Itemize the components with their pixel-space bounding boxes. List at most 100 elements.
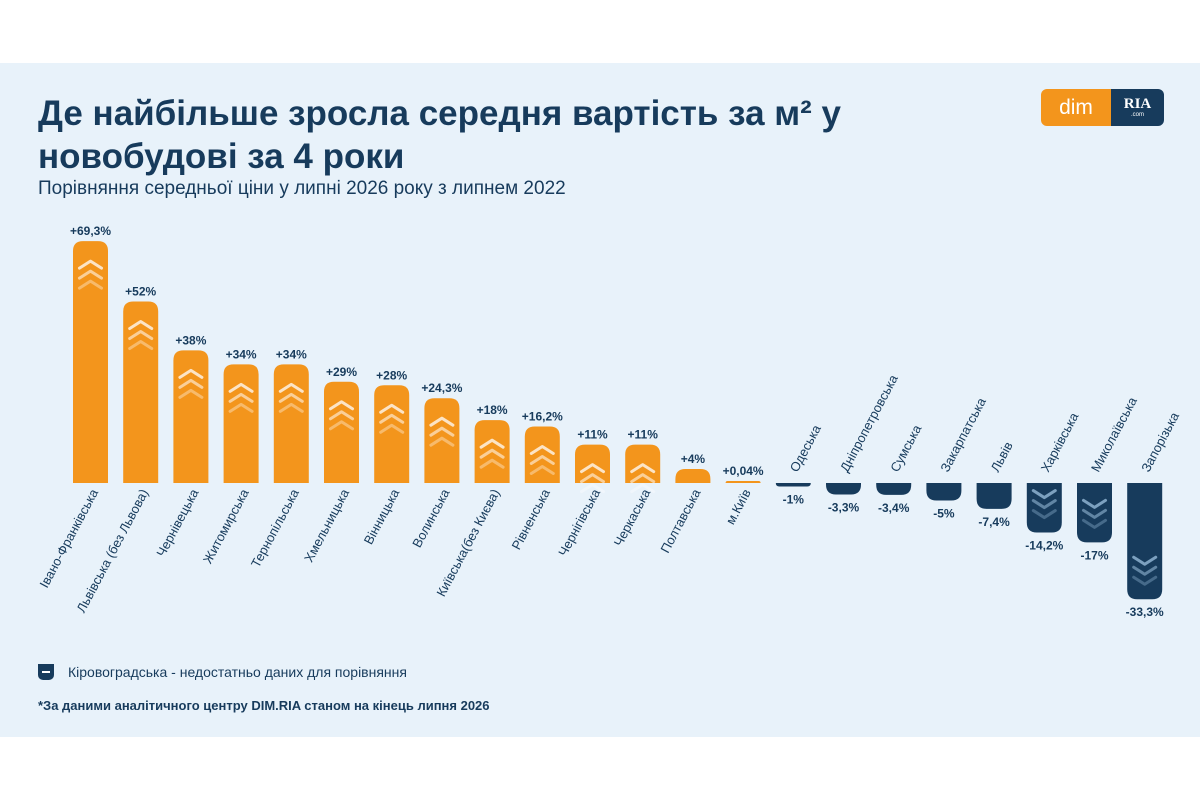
bar-value-label: +29% (326, 365, 357, 379)
bar-value-label: -1% (783, 492, 805, 506)
bar (976, 483, 1012, 509)
bar-value-label: +0,04% (723, 464, 764, 478)
bar-group: +28% Вінницька (361, 368, 410, 547)
bar-value-label: +4% (681, 452, 706, 466)
bar (324, 381, 359, 483)
bar (1077, 483, 1112, 543)
bar-value-label: +34% (226, 347, 257, 361)
category-label: Сумська (887, 422, 925, 475)
category-label: Львів (988, 439, 1016, 474)
chevron-icon (379, 413, 405, 424)
bar (725, 481, 761, 483)
dim-ria-logo[interactable]: dim RIA .com (1041, 89, 1164, 126)
chevron-icon (228, 392, 254, 403)
bar-value-label: -17% (1080, 548, 1108, 562)
chevron-icon (630, 473, 656, 484)
bar-group: -1% Одеська (775, 422, 824, 506)
chevron-icon (529, 464, 555, 475)
bar-value-label: +11% (628, 428, 659, 442)
bar (73, 241, 108, 483)
chevron-icon (178, 368, 204, 379)
bar-group: -3,4% Сумська (876, 422, 925, 515)
bar (775, 483, 811, 487)
chevron-icon (128, 330, 154, 341)
footnote: *За даними аналітичного центру DIM.RIA с… (38, 698, 490, 713)
bar (926, 483, 962, 501)
category-label: Волинська (409, 486, 453, 550)
chevron-icon (278, 392, 304, 403)
chevron-icon (580, 483, 605, 494)
chevron-icon (329, 410, 354, 421)
bar-value-label: +34% (276, 347, 307, 361)
bar-value-label: +69,3% (70, 224, 111, 238)
bar (1127, 483, 1163, 600)
chevron-icon (1132, 555, 1158, 566)
bar-group: +29% Хмельницька (301, 365, 359, 565)
bar-group: +34% Житомирська (200, 347, 259, 566)
chevron-icon (529, 444, 555, 455)
bar-value-label: +11% (577, 428, 608, 442)
chevron-icon (1031, 489, 1057, 500)
bar (826, 483, 861, 495)
bar-value-label: -14,2% (1025, 539, 1063, 553)
bar-value-label: +28% (376, 368, 407, 382)
chevron-icon (128, 340, 154, 351)
bar-group: +11% Черкаська (611, 428, 661, 549)
bar (374, 385, 410, 483)
chevron-icon (78, 279, 103, 290)
bar-group: +16,2% Рівненська (508, 409, 563, 552)
minus-badge-icon (38, 664, 54, 680)
bar-group: +0,04% м.Київ (723, 464, 764, 527)
category-label: Рівненська (508, 486, 553, 552)
bar (123, 301, 159, 483)
chevron-icon (630, 483, 656, 494)
bar (675, 469, 711, 483)
chart-subtitle: Порівняння середньої ціни у липні 2026 р… (38, 178, 566, 199)
chevron-icon (1132, 575, 1158, 586)
category-label: Тернопільська (248, 486, 302, 570)
chevron-icon (479, 458, 505, 469)
bar-group: +11% Чернігівська (555, 428, 610, 559)
chevron-icon (529, 454, 555, 465)
chevron-icon (1132, 565, 1158, 576)
bar-value-label: +18% (477, 403, 508, 417)
bar-value-label: +52% (125, 285, 156, 299)
legend: Кіровоградська - недостатньо даних для п… (38, 664, 407, 680)
category-label: Черкаська (611, 486, 654, 549)
legend-text: Кіровоградська - недостатньо даних для п… (68, 664, 407, 680)
chevron-icon (429, 436, 455, 447)
bar-group: +69,3%Івано-Франківська (36, 224, 111, 590)
chart-title: Де найбільше зросла середня вартість за … (38, 94, 842, 176)
chevron-icon (1082, 508, 1107, 519)
category-label: Житомирська (200, 486, 252, 566)
chevron-icon (1082, 518, 1107, 529)
chevron-icon (1082, 498, 1107, 509)
bar (524, 426, 560, 483)
chevron-icon (128, 320, 154, 331)
chevron-icon (630, 463, 656, 474)
chevron-icon (1031, 499, 1057, 510)
chevron-icon (479, 448, 505, 459)
chevron-icon (78, 259, 103, 270)
chevron-icon (580, 463, 605, 474)
bar-value-label: +24,3% (421, 381, 462, 395)
chevron-icon (178, 388, 204, 399)
chevron-icon (429, 416, 455, 427)
bar-group: -33,3% Запорізька (1126, 409, 1183, 619)
logo-ria-text: RIA (1123, 95, 1152, 112)
bar (173, 350, 209, 483)
logo-ria-domain: .com (1130, 111, 1144, 118)
bar (273, 364, 309, 483)
category-label: м.Київ (723, 486, 754, 527)
chevron-icon (379, 403, 405, 414)
bar-value-label: -33,3% (1126, 605, 1164, 619)
bar-group: -7,4% Львів (976, 439, 1016, 529)
category-label: Чернігівська (555, 486, 603, 559)
logo-ria: RIA .com (1111, 89, 1164, 126)
bar-value-label: -3,3% (828, 501, 860, 515)
logo-dim: dim (1041, 89, 1111, 126)
category-label: Вінницька (361, 486, 403, 547)
bar-group: +38% Чернівецька (153, 333, 209, 559)
category-label: Запорізька (1138, 409, 1182, 474)
